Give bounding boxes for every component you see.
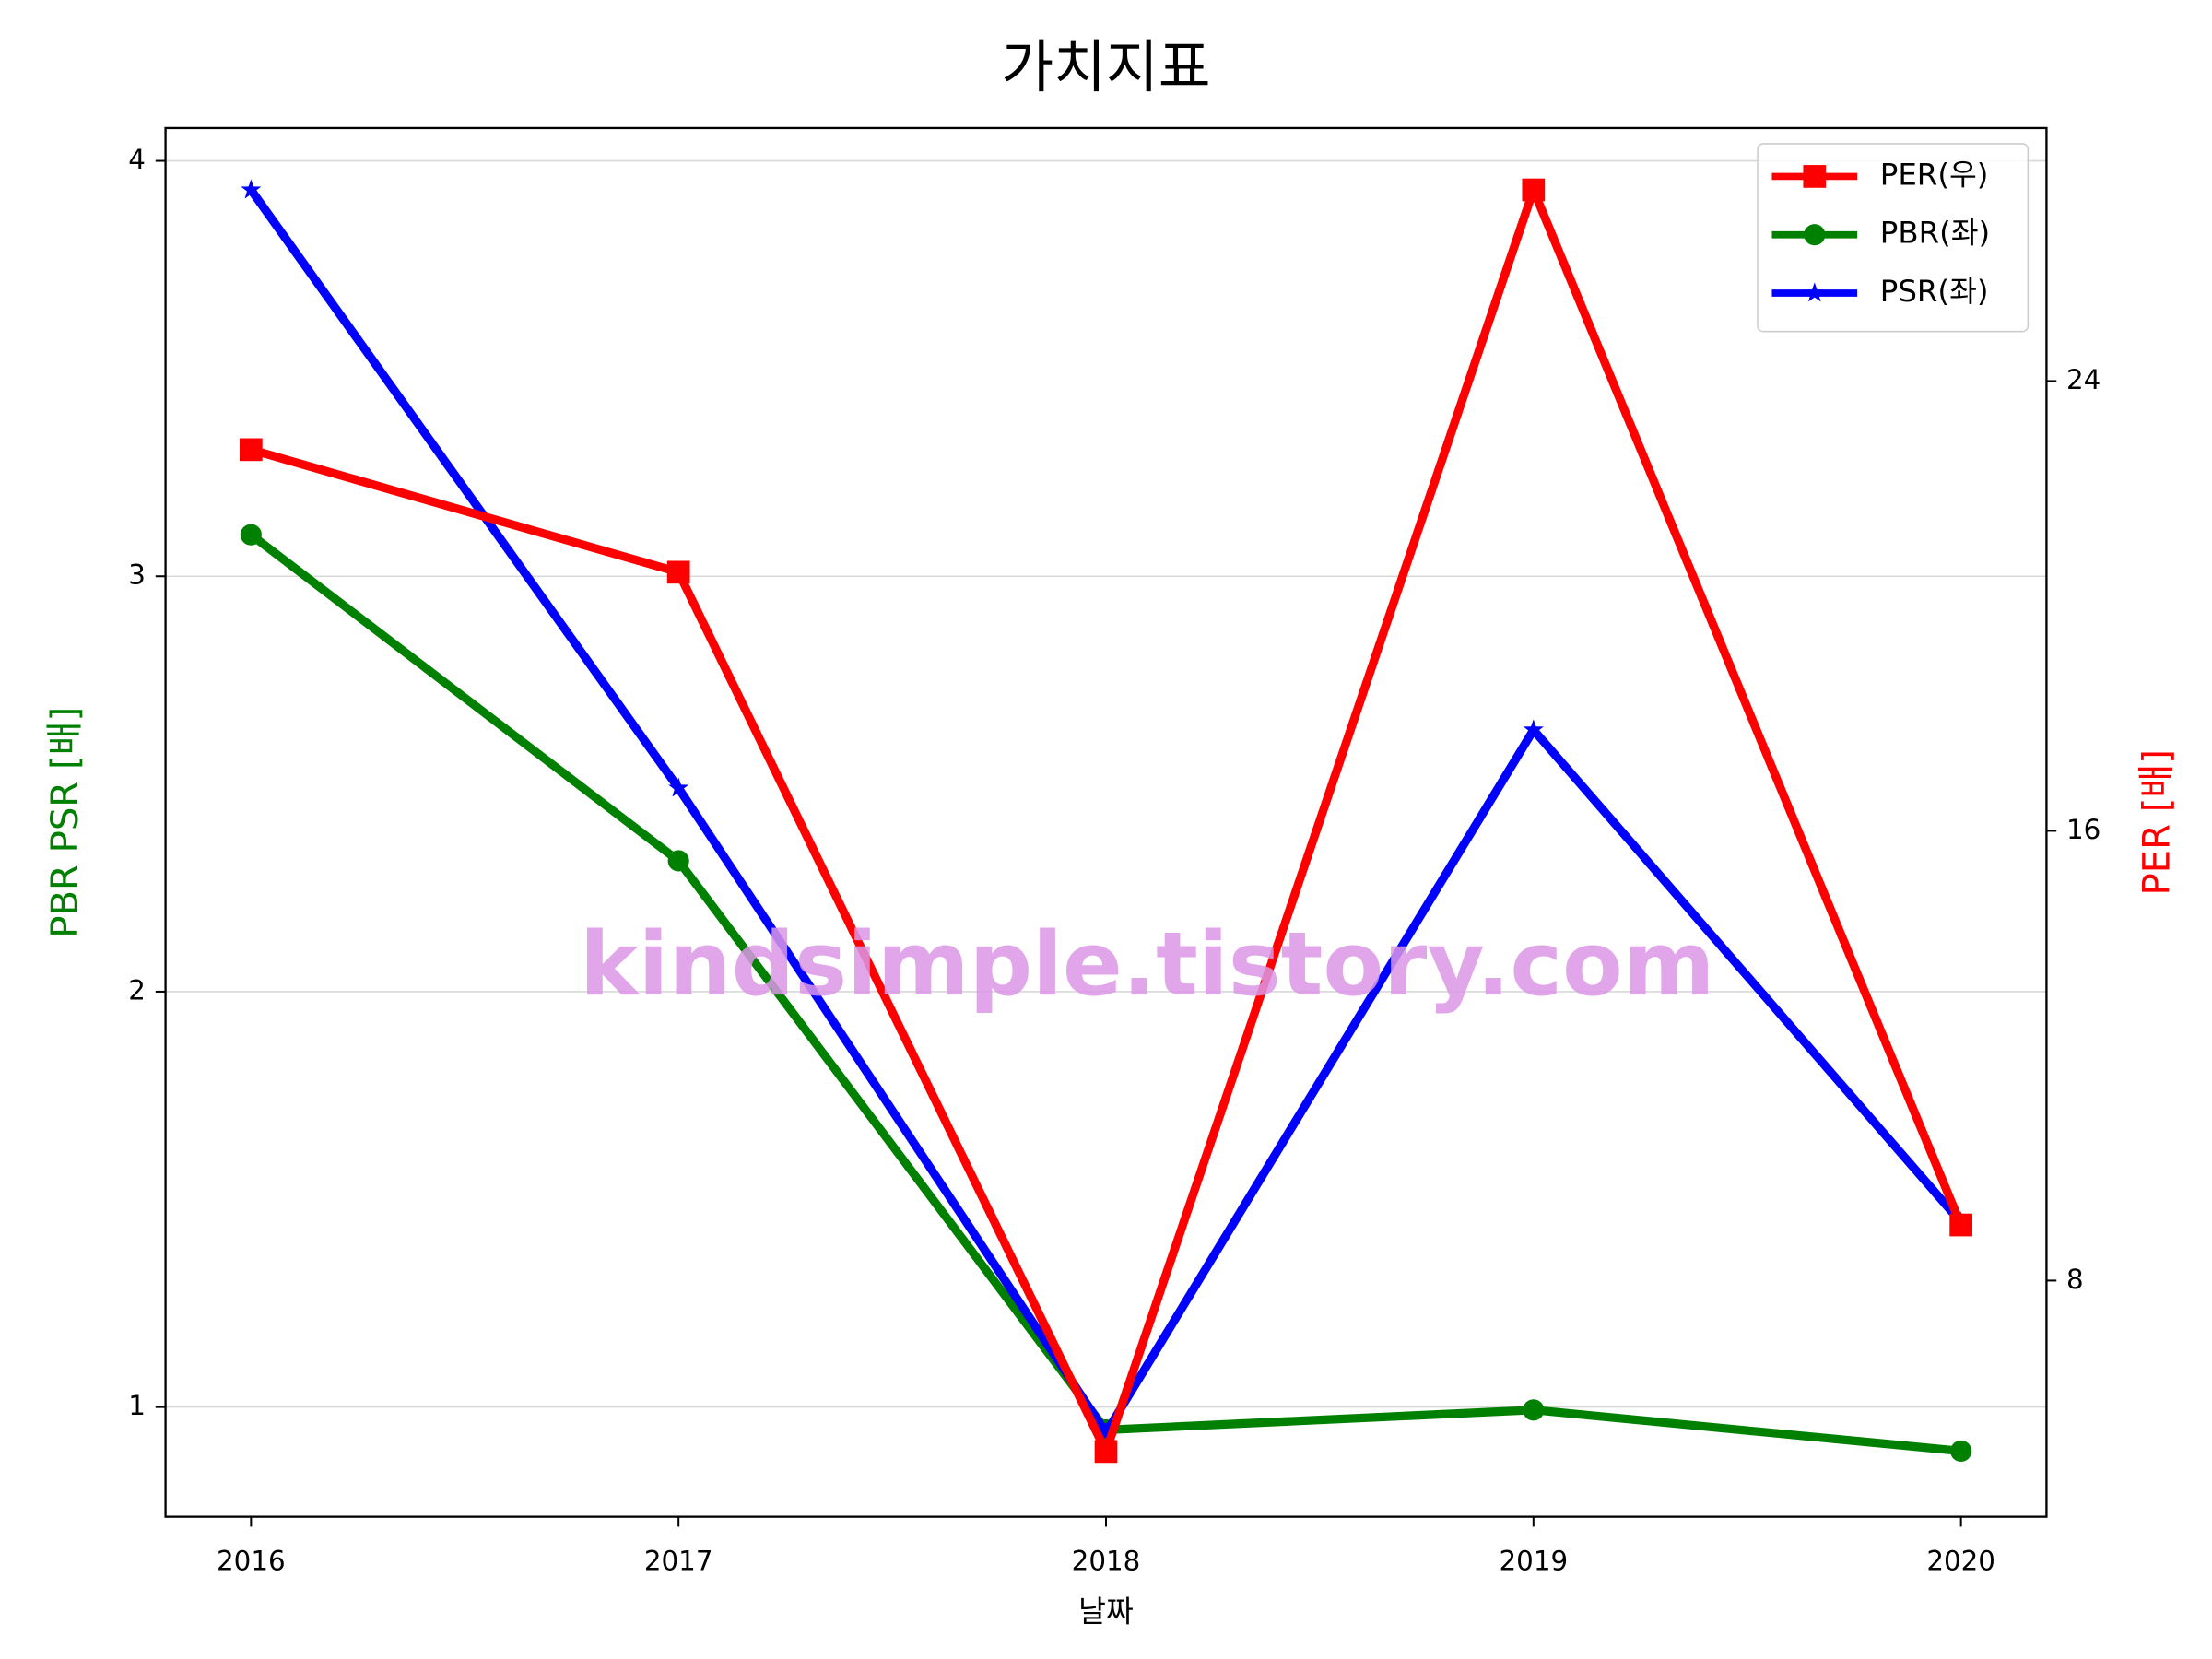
legend-label: PBR(좌) xyxy=(1880,216,1990,251)
marker xyxy=(241,179,262,199)
marker xyxy=(1523,719,1544,739)
legend-label: PER(우) xyxy=(1880,157,1989,192)
x-tick-label: 2018 xyxy=(1072,1546,1141,1577)
marker xyxy=(240,524,262,546)
marker xyxy=(240,438,263,462)
y-axis-label: PBR PSR [배] xyxy=(44,707,87,938)
marker xyxy=(668,777,689,797)
y-tick-label: 4 xyxy=(128,144,146,175)
marker xyxy=(1523,1399,1545,1421)
x-tick-label: 2017 xyxy=(644,1546,713,1577)
legend-marker xyxy=(1803,165,1827,188)
marker xyxy=(1949,1213,1972,1237)
legend-box xyxy=(1757,143,2030,333)
y-tick-label: 1 xyxy=(128,1390,146,1421)
x-tick-label: 2020 xyxy=(1926,1546,1995,1577)
y2-tick-label: 16 xyxy=(2066,814,2100,845)
legend-marker xyxy=(1804,224,1826,246)
marker xyxy=(1094,1440,1118,1464)
marker xyxy=(1095,1422,1117,1441)
chart-title: 가치지표 xyxy=(1001,34,1210,100)
x-tick-label: 2019 xyxy=(1500,1546,1569,1577)
marker xyxy=(666,560,690,584)
marker xyxy=(1522,178,1546,202)
y2-axis-label: PER [배] xyxy=(2136,749,2178,895)
legend-label: PSR(좌) xyxy=(1880,274,1989,309)
legend-marker xyxy=(1804,282,1825,302)
x-tick-label: 2016 xyxy=(217,1546,286,1577)
x-axis-label: 날짜 xyxy=(1078,1594,1134,1630)
y2-tick-label: 8 xyxy=(2066,1264,2084,1295)
watermark: kindsimple.tistory.com xyxy=(580,912,1715,1016)
marker xyxy=(667,850,689,872)
marker xyxy=(1950,1440,1972,1462)
plot-frame xyxy=(164,126,2048,1518)
y2-tick-label: 24 xyxy=(2066,364,2100,395)
y-tick-label: 2 xyxy=(128,974,146,1006)
y-tick-label: 3 xyxy=(128,559,146,591)
